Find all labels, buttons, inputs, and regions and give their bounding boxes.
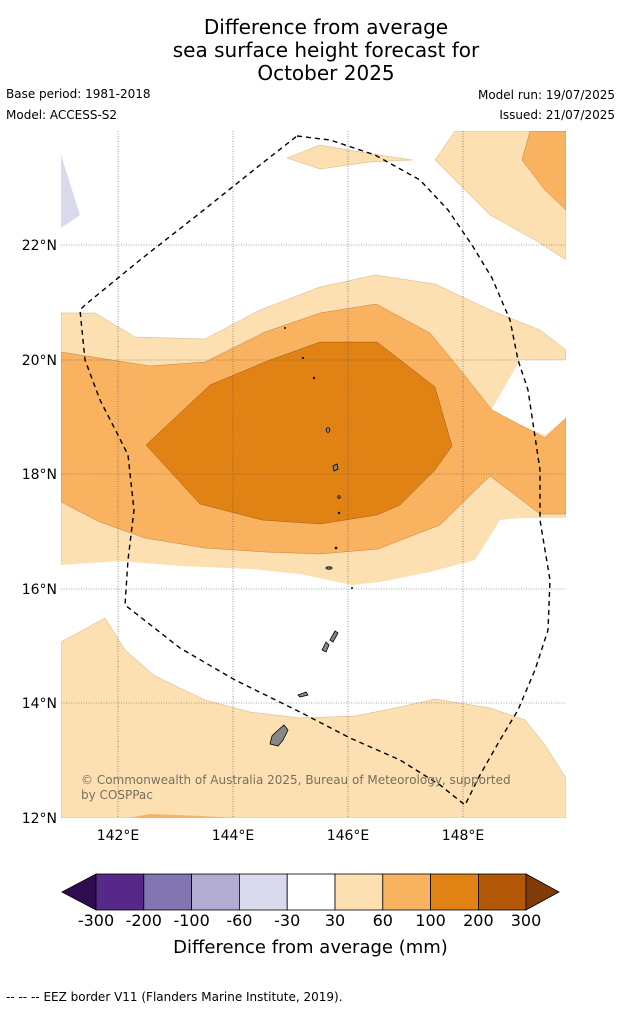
copyright-note: © Commonwealth of Australia 2025, Bureau… [81, 773, 511, 802]
islands [269, 326, 353, 747]
colorbar-extend-high [525, 873, 560, 911]
lat-axis: 22°N 20°N 18°N 16°N 14°N 12°N [22, 238, 57, 827]
lon-label-142: 142°E [97, 828, 140, 844]
island-agrihan [325, 427, 331, 433]
island-alamagan [337, 495, 341, 499]
lat-label-14: 14°N [22, 696, 57, 712]
colorbar-tick: 60 [372, 911, 393, 930]
colorbar-seg-zero [286, 873, 336, 911]
island-pagan [332, 463, 339, 472]
colorbar-tick: 200 [463, 911, 494, 930]
colorbar-tick: -30 [274, 911, 301, 930]
issued-text: Issued: 21/07/2025 [499, 108, 615, 122]
island-rota [297, 691, 309, 698]
contour-neg30-west [61, 155, 80, 228]
colorbar-tick: -60 [226, 911, 253, 930]
lon-label-148: 148°E [442, 828, 485, 844]
lat-label-12: 12°N [22, 811, 57, 827]
chart-title: Difference from average sea surface heig… [0, 16, 621, 85]
colorbar-seg-neg30 [238, 873, 288, 911]
lon-axis: 142°E 144°E 146°E 148°E [97, 828, 485, 844]
lon-label-146: 146°E [327, 828, 370, 844]
contour-near-zero-east [490, 360, 566, 435]
title-line-2: sea surface height forecast for [172, 38, 480, 62]
colorbar-seg-pos200 [477, 873, 527, 911]
island-tinian [321, 641, 330, 653]
lat-label-20: 20°N [22, 353, 57, 369]
island-sarigan [334, 546, 338, 550]
map-panel [61, 131, 566, 818]
base-period-text: Base period: 1981-2018 [6, 87, 151, 101]
colorbar-label: Difference from average (mm) [173, 937, 448, 958]
lat-label-22: 22°N [22, 238, 57, 254]
lat-label-16: 16°N [22, 582, 57, 598]
copyright-line-2: by COSPPac [81, 788, 153, 802]
eez-legend-text: EEZ border V11 (Flanders Marine Institut… [43, 990, 343, 1004]
colorbar [61, 873, 560, 911]
colorbar-tick: 100 [415, 911, 446, 930]
contour-pos60-south-sliver [128, 814, 240, 818]
copyright-line-1: © Commonwealth of Australia 2025, Bureau… [81, 773, 511, 787]
colorbar-seg-neg200 [95, 873, 145, 911]
model-run-text: Model run: 19/07/2025 [477, 88, 615, 102]
colorbar-extend-low [61, 873, 97, 911]
colorbar-seg-neg60 [191, 873, 240, 911]
island-saipan [329, 630, 339, 643]
island-guam [269, 724, 289, 747]
island-farallon [283, 326, 286, 329]
colorbar-tick: 30 [324, 911, 346, 930]
contour-pos60-northeast [521, 131, 566, 211]
colorbar-seg-pos100 [430, 873, 479, 911]
island-anatahan [325, 566, 333, 570]
lon-label-144: 144°E [212, 828, 255, 844]
island-guguan [337, 511, 341, 515]
island-farallon-de-medinilla [350, 587, 353, 590]
colorbar-seg-pos60 [382, 873, 431, 911]
island-maug [301, 356, 305, 359]
colorbar-seg-pos30 [334, 873, 384, 911]
contour-pos100-core [145, 341, 453, 525]
lat-label-18: 18°N [22, 467, 57, 483]
colorbar-seg-neg100 [143, 873, 193, 911]
model-text: Model: ACCESS-S2 [6, 108, 118, 122]
footer-legend: -- -- -- EEZ border V11 (Flanders Marine… [6, 990, 343, 1004]
eez-legend-symbol: -- -- -- [6, 990, 40, 1004]
title-line-1: Difference from average [203, 15, 449, 39]
island-asuncion [312, 376, 316, 380]
gridlines [61, 131, 566, 818]
title-line-3: October 2025 [257, 61, 395, 85]
colorbar-tick: -100 [173, 911, 210, 930]
colorbar-tick: 300 [510, 911, 542, 930]
colorbar-tick: -300 [77, 911, 115, 930]
contour-pos30-south [61, 617, 566, 818]
contour-pos30-north-patch [286, 144, 413, 170]
colorbar-tick: -200 [125, 911, 162, 930]
